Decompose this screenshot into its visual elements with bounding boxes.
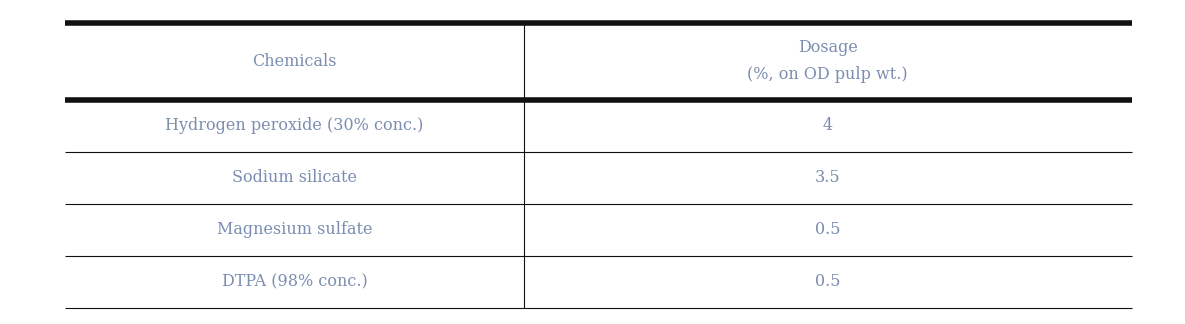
Text: Hydrogen peroxide (30% conc.): Hydrogen peroxide (30% conc.) [165, 117, 424, 134]
Text: Sodium silicate: Sodium silicate [232, 169, 357, 186]
Text: Magnesium sulfate: Magnesium sulfate [217, 221, 372, 238]
Text: 0.5: 0.5 [815, 221, 840, 238]
Text: 3.5: 3.5 [815, 169, 840, 186]
Text: DTPA (98% conc.): DTPA (98% conc.) [222, 273, 367, 290]
Text: Chemicals: Chemicals [252, 53, 337, 70]
Text: Dosage
(%, on OD pulp wt.): Dosage (%, on OD pulp wt.) [748, 39, 908, 83]
Text: 0.5: 0.5 [815, 273, 840, 290]
Text: 4: 4 [822, 117, 833, 134]
